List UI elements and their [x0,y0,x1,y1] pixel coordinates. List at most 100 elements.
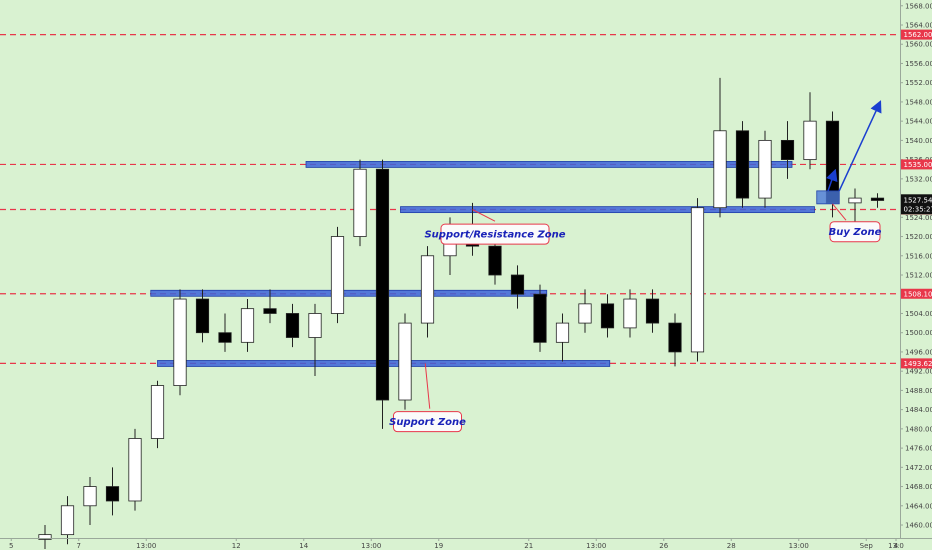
candle-body [330,236,345,314]
buy-zone-box [816,190,840,205]
time-tick-label: 21 [524,542,533,550]
candle-body [150,385,165,439]
price-tick-label: 1488.00 [905,387,932,395]
candle-body [623,298,637,329]
candle-body [713,130,727,209]
level-price-tag [901,288,932,299]
price-tick-label: 1472.00 [905,464,932,472]
annotation-box [440,223,550,245]
level-price-label: 1493.62 [904,360,932,368]
price-tick-label: 1492.00 [905,368,932,376]
candle-body [60,505,75,536]
candle-body [780,139,795,161]
time-axis[interactable]: 5 7 13:00 12 14 13:00 19 21 13:00 26 28 13:00 Sep 413… [9,538,904,550]
target-arrow [838,100,882,192]
time-tick-label: 12 [232,542,241,550]
price-tick-label: 1504.00 [905,310,932,318]
zone-bar [305,161,793,168]
annotation-connector [424,363,431,409]
price-tick-label: 1496.00 [905,348,932,356]
candle-body [848,197,862,204]
candle-body [645,298,660,324]
small-arrow [826,168,838,192]
time-tick-label: 13:00 [789,542,809,550]
level-price-label: 1562.00 [904,31,932,39]
candle-body [173,298,187,386]
price-tick-label: 1532.00 [905,175,932,183]
price-tick-label: 1540.00 [905,137,932,145]
annotation-box [829,221,881,243]
annotation-text: Support Zone [389,417,466,428]
candle-body [38,534,52,540]
candle-body [758,139,772,199]
candle-body [555,322,570,343]
candle-body [240,308,255,343]
candle-body [105,486,120,502]
time-tick-label: 13:00 [361,542,381,550]
annotation-connector [472,209,496,222]
candle-body [128,438,142,502]
candle-body [263,308,277,314]
time-tick-label: 14 [299,542,308,550]
price-axis[interactable]: 1460.00 1464.00 1468.00 1472.00 1476.00 1480.… [900,2,932,530]
candle-body [690,207,705,353]
time-tick-label: 4 [894,542,899,550]
price-tick-label: 1544.00 [905,118,932,126]
level-price-tag [901,29,932,40]
level-price-label: 1508.10 [904,290,932,298]
time-tick-label: 7 [77,542,81,550]
candle-body [195,298,210,334]
price-tick-label: 1516.00 [905,252,932,260]
candle-body [510,274,525,295]
time-tick-label: 13:0 [888,542,904,550]
current-price-label: 1527.54 [904,196,932,204]
candle-body [218,332,232,343]
candle-body [600,303,615,329]
candle-body [285,313,300,338]
level-price-tag [901,358,932,369]
candle-body [578,303,592,324]
candle-body [803,120,817,161]
price-tick-label: 1564.00 [905,22,932,30]
annotation-connector [832,203,847,221]
candle-body [353,168,367,237]
price-tick-label: 1520.00 [905,233,932,241]
level-price-tag [901,159,932,170]
price-tick-label: 1552.00 [905,79,932,87]
annotation-text: Buy Zone [829,227,882,238]
price-tick-label: 1464.00 [905,502,932,510]
price-tick-label: 1500.00 [905,329,932,337]
price-tick-label: 1524.00 [905,214,932,222]
current-price-tag [901,194,932,215]
time-tick-label: 19 [434,542,443,550]
time-tick-label: 28 [727,542,736,550]
time-tick-label: Sep [860,542,874,550]
candle-body [83,486,97,507]
time-tick-label: 5 [9,542,13,550]
price-tick-label: 1480.00 [905,425,932,433]
candle-body [308,313,322,338]
price-tick-label: 1512.00 [905,272,932,280]
candle-body [398,322,412,401]
zone-bar [400,206,815,214]
annotations-layer: Support/Resistance Zone Buy Zone Support Z… [389,100,882,433]
candle-body [870,197,885,201]
price-tick-label: 1484.00 [905,406,932,414]
candle-body [375,168,390,401]
candle-body [735,130,750,199]
price-tick-label: 1460.00 [905,522,932,530]
annotation-box [393,411,462,433]
level-price-label: 1535.00 [904,161,932,169]
price-tick-label: 1556.00 [905,60,932,68]
candle-body [420,255,435,324]
price-tick-label: 1568.00 [905,2,932,10]
price-tick-label: 1560.00 [905,41,932,49]
price-tick-label: 1476.00 [905,445,932,453]
time-tick-label: 26 [659,542,668,550]
countdown-label: 02:35:27 [904,205,932,213]
price-tick-label: 1548.00 [905,98,932,106]
candle-body [668,322,682,353]
time-tick-label: 13:00 [136,542,156,550]
